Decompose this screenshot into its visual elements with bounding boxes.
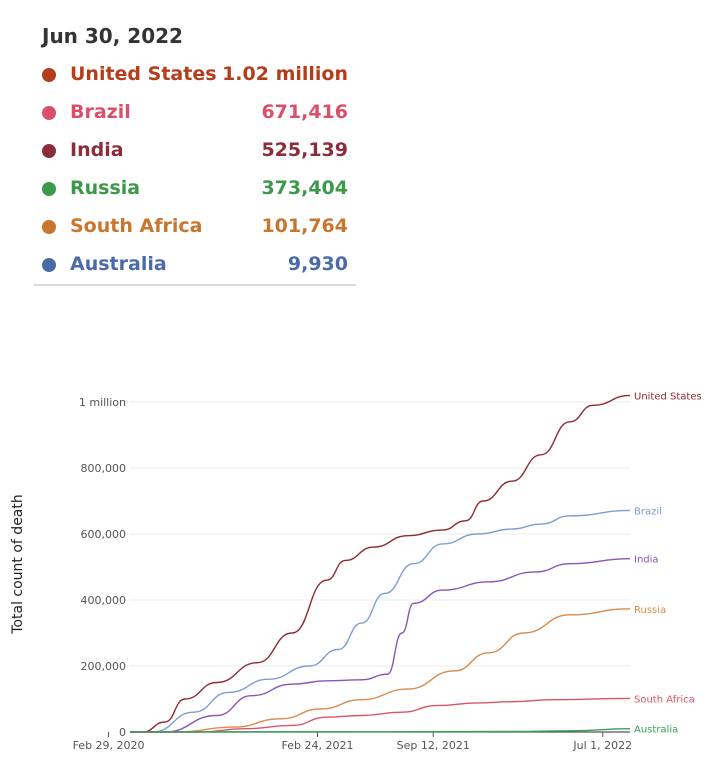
tooltip-row-united-states: United States 1.02 million bbox=[42, 60, 348, 90]
legend-dot bbox=[42, 106, 56, 120]
y-axis-label: Total count of death bbox=[10, 494, 26, 634]
series-line-united-states bbox=[129, 394, 631, 733]
y-axis-ticks: 0 200,000 400,000 600,000 800,000 1 million bbox=[79, 396, 126, 739]
y-tick-label: 400,000 bbox=[81, 594, 127, 607]
death-count: 671,416 bbox=[261, 101, 348, 123]
y-tick-label: 1 million bbox=[79, 396, 126, 409]
tooltip-row-australia: Australia 9,930 bbox=[42, 250, 348, 280]
tooltip-row-brazil: Brazil 671,416 bbox=[42, 98, 348, 128]
tooltip-row-india: India 525,139 bbox=[42, 136, 348, 166]
gridlines bbox=[130, 401, 630, 733]
series-label: India bbox=[634, 555, 659, 566]
x-tick-label: Feb 24, 2021 bbox=[281, 739, 353, 752]
country-name: Russia bbox=[70, 177, 141, 199]
y-tick-label: 800,000 bbox=[81, 462, 127, 475]
x-tick-label: Sep 12, 2021 bbox=[397, 739, 470, 752]
y-tick-label: 0 bbox=[119, 726, 126, 739]
series-label: United States bbox=[634, 391, 702, 402]
y-tick-label: 200,000 bbox=[81, 660, 127, 673]
tooltip-date: Jun 30, 2022 bbox=[42, 24, 183, 48]
death-count: 101,764 bbox=[261, 215, 348, 237]
legend-dot bbox=[42, 68, 56, 82]
series-label: Russia bbox=[634, 605, 666, 616]
death-count: 525,139 bbox=[261, 139, 348, 161]
country-name: Australia bbox=[70, 253, 167, 275]
x-tick-label: Feb 29, 2020 bbox=[73, 739, 145, 752]
series-line-brazil bbox=[129, 509, 631, 733]
series-line-russia bbox=[129, 608, 631, 733]
x-tick-label: Jul 1, 2022 bbox=[572, 739, 632, 752]
y-tick-label: 600,000 bbox=[81, 528, 127, 541]
series-line-south-africa bbox=[129, 697, 631, 733]
tooltip-row-russia: Russia 373,404 bbox=[42, 174, 348, 204]
legend-dot bbox=[42, 258, 56, 272]
death-count: 1.02 million bbox=[222, 63, 348, 85]
country-name: United States bbox=[70, 63, 217, 85]
deaths-line-chart: 0 200,000 400,000 600,000 800,000 1 million F… bbox=[10, 391, 702, 752]
series-label: Australia bbox=[634, 725, 678, 736]
series-label: Brazil bbox=[634, 506, 662, 517]
x-axis-ticks: Feb 29, 2020 Feb 24, 2021 Sep 12, 2021 Jul … bbox=[73, 732, 632, 752]
chart-tooltip: Jun 30, 2022 United States 1.02 million … bbox=[34, 10, 356, 286]
series-label: South Africa bbox=[634, 694, 695, 705]
death-count: 373,404 bbox=[261, 177, 348, 199]
country-name: India bbox=[70, 139, 124, 161]
tooltip-row-south-africa: South Africa 101,764 bbox=[42, 212, 348, 242]
death-count: 9,930 bbox=[287, 253, 348, 275]
series-lines bbox=[129, 394, 631, 733]
country-name: South Africa bbox=[70, 215, 203, 237]
series-line-india bbox=[129, 558, 631, 733]
series-end-labels: United States Brazil India Russia South Afri… bbox=[634, 391, 702, 735]
legend-dot bbox=[42, 144, 56, 158]
legend-dot bbox=[42, 182, 56, 196]
legend-dot bbox=[42, 220, 56, 234]
country-name: Brazil bbox=[70, 101, 131, 123]
series-line-australia bbox=[129, 728, 631, 733]
